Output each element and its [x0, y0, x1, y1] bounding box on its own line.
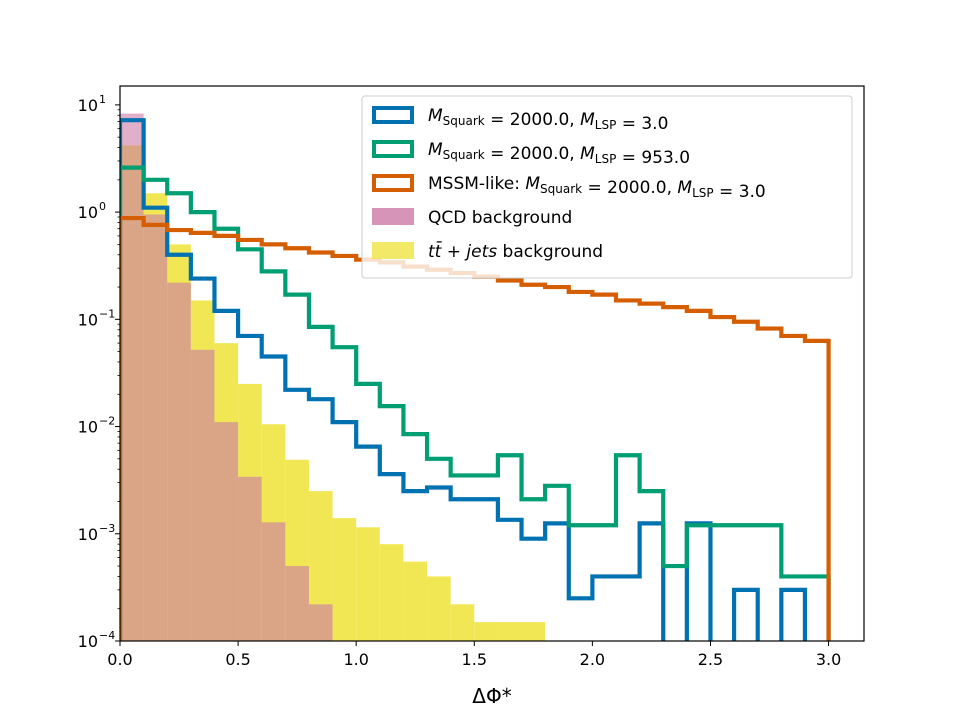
x-tick-label-5: 2.5 — [698, 650, 723, 669]
qcd-bar-6 — [261, 522, 286, 641]
ttbar-bar-8 — [308, 491, 333, 641]
legend-entry-squark_lsp3: MSquark = 2000.0, MLSP = 3.0 — [372, 106, 668, 134]
legend-entry-ttbar: tt̄ + jets background — [372, 240, 603, 262]
y-tick-exponent-1: 0 — [99, 200, 106, 213]
step-line-squark_lsp953 — [120, 165, 831, 641]
y-tick-exponent-4: −3 — [99, 522, 115, 535]
legend-entry-squark_lsp953: MSquark = 2000.0, MLSP = 953.0 — [372, 140, 690, 168]
ttbar-bar-17 — [521, 622, 546, 641]
legend-label-ttbar: tt̄ + jets background — [428, 240, 603, 262]
legend-swatch-ttbar — [372, 242, 414, 259]
axes-frame — [119, 85, 865, 642]
ttbar-bar-13 — [427, 576, 451, 641]
x-tick-label-0: 0.0 — [107, 650, 132, 669]
qcd-bar-2 — [167, 282, 191, 641]
legend-entry-qcd: QCD background — [372, 208, 572, 228]
ttbar-bar-9 — [332, 518, 357, 641]
plot-area — [120, 113, 831, 641]
legend-swatch-mssm_like — [372, 174, 414, 192]
legend: MSquark = 2000.0, MLSP = 3.0 MSquark = 20… — [361, 95, 853, 279]
step-line-squark_lsp3 — [120, 118, 808, 641]
y-tick-exponent-3: −2 — [99, 415, 115, 428]
ttbar-bar-15 — [474, 622, 498, 641]
legend-label-mssm_like: MSSM-like: MSquark = 2000.0, MLSP = 3.0 — [428, 174, 766, 202]
legend-label-qcd: QCD background — [428, 208, 572, 228]
ttbar-bar-16 — [497, 622, 522, 641]
x-tick-label-4: 2.0 — [580, 650, 605, 669]
qcd-bar-5 — [238, 476, 262, 641]
qcd-bar-7 — [285, 566, 309, 641]
x-tick-label-3: 1.5 — [462, 650, 487, 669]
qcd-bar-8 — [308, 604, 333, 641]
y-tick-label-2: 10 — [78, 310, 98, 329]
legend-entry-mssm_like: MSSM-like: MSquark = 2000.0, MLSP = 3.0 — [372, 174, 766, 202]
qcd-bar-4 — [214, 422, 239, 641]
x-tick-label-2: 1.0 — [343, 650, 368, 669]
qcd-bar-1 — [143, 214, 168, 641]
legend-box — [361, 95, 853, 279]
qcd-bar-3 — [190, 349, 215, 641]
legend-label-squark_lsp953: MSquark = 2000.0, MLSP = 953.0 — [428, 140, 690, 168]
y-tick-label-5: 10 — [78, 632, 98, 651]
y-tick-exponent-2: −1 — [99, 307, 115, 320]
qcd-bar-0 — [120, 113, 144, 641]
legend-swatch-squark_lsp3 — [372, 106, 414, 124]
y-tick-exponent-0: 1 — [99, 93, 106, 106]
ttbar-bar-11 — [379, 544, 404, 641]
y-tick-label-0: 10 — [78, 96, 98, 115]
x-tick-label-1: 0.5 — [225, 650, 250, 669]
y-tick-label-3: 10 — [78, 418, 98, 437]
legend-swatch-squark_lsp953 — [372, 140, 414, 158]
ttbar-bar-10 — [356, 527, 380, 641]
ttbar-bar-14 — [450, 604, 475, 641]
series-qcd — [120, 113, 333, 641]
y-tick-label-1: 10 — [78, 203, 98, 222]
legend-label-squark_lsp3: MSquark = 2000.0, MLSP = 3.0 — [428, 106, 668, 134]
legend-swatch-qcd — [372, 208, 414, 225]
x-tick-label-6: 3.0 — [816, 650, 841, 669]
x-axis-title: ΔΦ* — [472, 684, 511, 708]
ttbar-bar-12 — [403, 561, 428, 641]
filled-histograms — [120, 113, 546, 641]
x-axis: 0.0 0.5 1.0 1.5 2.0 2.5 3.0 — [107, 641, 841, 669]
y-tick-label-4: 10 — [78, 525, 98, 544]
y-tick-exponent-5: −4 — [99, 629, 115, 642]
